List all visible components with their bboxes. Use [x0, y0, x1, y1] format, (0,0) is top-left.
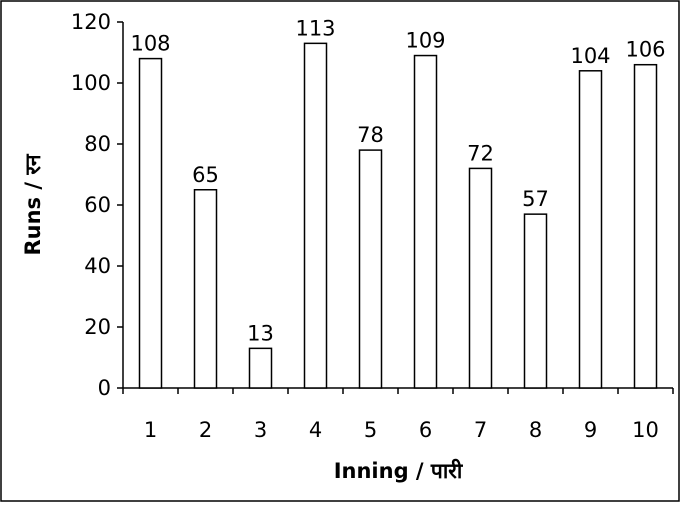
x-tick-label: 8 — [529, 418, 542, 442]
bar — [138, 57, 163, 389]
y-tick-label: 100 — [71, 71, 111, 95]
bar — [358, 149, 383, 389]
bar — [303, 42, 328, 389]
x-tick-label: 6 — [419, 418, 432, 442]
bar — [633, 63, 658, 389]
y-tick-label: 40 — [84, 254, 111, 278]
x-tick-label: 10 — [632, 418, 659, 442]
x-tick-label: 9 — [584, 418, 597, 442]
y-tick-label: 20 — [84, 315, 111, 339]
bar-value-label: 72 — [467, 141, 494, 165]
x-ticks: 1 2 3 4 5 6 7 8 9 10 — [122, 388, 674, 442]
x-tick-label: 7 — [474, 418, 487, 442]
bar-value-label: 57 — [522, 187, 549, 211]
y-ticks: 0 20 40 60 80 100 120 — [71, 10, 123, 400]
x-tick-label: 5 — [364, 418, 377, 442]
y-tick-label: 120 — [71, 10, 111, 34]
x-tick-label: 1 — [144, 418, 157, 442]
bar-value-label: 108 — [130, 32, 170, 56]
x-axis-title: Inning / पारी — [334, 458, 464, 483]
y-tick-label: 0 — [98, 376, 111, 400]
y-tick-label: 60 — [84, 193, 111, 217]
bar — [193, 189, 218, 389]
bar-value-label: 104 — [570, 44, 610, 68]
bar-value-label: 106 — [625, 38, 665, 62]
bar — [578, 70, 603, 389]
bar-value-label: 65 — [192, 163, 219, 187]
x-tick-label: 2 — [199, 418, 212, 442]
y-tick-label: 80 — [84, 132, 111, 156]
bar — [248, 347, 273, 389]
x-tick-label: 4 — [309, 418, 322, 442]
bars — [138, 42, 658, 389]
bar-value-label: 78 — [357, 123, 384, 147]
x-tick-label: 3 — [254, 418, 267, 442]
bar — [413, 54, 438, 389]
y-axis-title: Runs / रन — [21, 153, 45, 255]
bar — [468, 167, 493, 389]
bar — [523, 213, 548, 389]
bar-value-label: 109 — [405, 29, 445, 53]
bar-value-label: 113 — [295, 16, 335, 40]
data-labels: 108 65 13 113 78 109 72 57 104 106 — [130, 16, 665, 345]
bar-value-label: 13 — [247, 321, 274, 345]
